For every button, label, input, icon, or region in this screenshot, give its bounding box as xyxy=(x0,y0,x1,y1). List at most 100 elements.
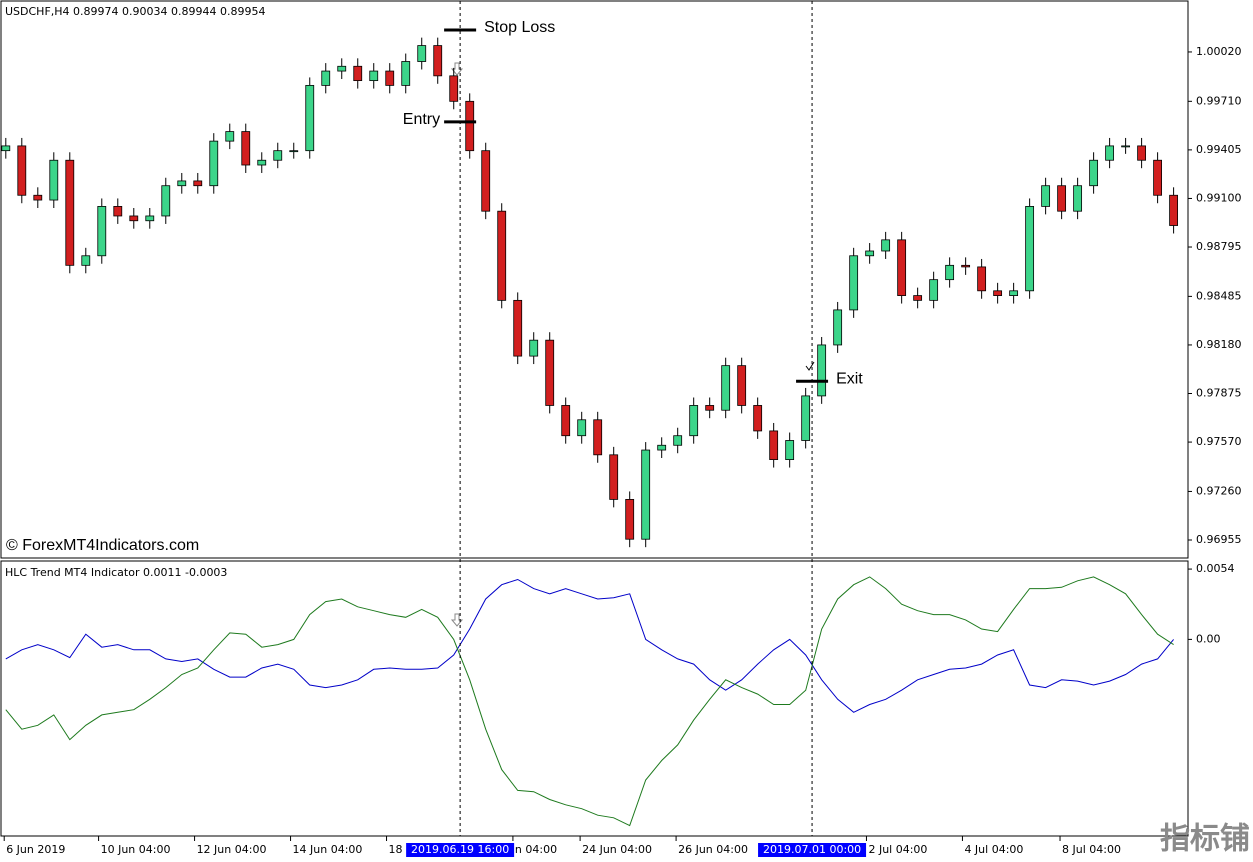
candle-body xyxy=(1105,145,1115,161)
candle-body xyxy=(849,255,859,311)
candle-body xyxy=(113,206,123,217)
candle-body xyxy=(129,215,139,222)
x-tick-label: 24 Jun 04:00 xyxy=(582,843,652,856)
candle-body xyxy=(481,150,491,212)
candle-body xyxy=(641,449,651,540)
level-label: Stop Loss xyxy=(484,19,555,36)
candle-body xyxy=(689,405,699,437)
candle-body xyxy=(561,405,571,437)
candle-body xyxy=(433,45,443,77)
candle-body xyxy=(673,435,683,446)
candle-body xyxy=(801,395,811,441)
candle-body xyxy=(913,295,923,301)
candle-body xyxy=(593,419,603,456)
candle-body xyxy=(65,159,75,266)
candle-body xyxy=(497,210,507,301)
signal-arrow xyxy=(450,62,464,76)
y-tick-label: 0.97570 xyxy=(1196,435,1242,448)
candle-body xyxy=(417,45,427,62)
candle-body xyxy=(193,180,203,187)
candle-body xyxy=(1025,206,1035,292)
candle-body xyxy=(289,150,299,153)
time-marker-label: 2019.06.19 16:00 xyxy=(411,843,509,856)
candle-body xyxy=(545,339,555,406)
candle-body xyxy=(337,65,347,72)
candle-body xyxy=(385,70,395,86)
credit: © ForexMT4Indicators.com xyxy=(6,537,199,554)
candle-body xyxy=(353,65,363,82)
candle-body xyxy=(49,159,59,201)
price-panel xyxy=(0,0,1189,559)
candle-body xyxy=(817,344,827,397)
y-tick-label: 0.98795 xyxy=(1196,240,1242,253)
x-tick-label: n 04:00 xyxy=(515,843,557,856)
y-tick-label: 0.00 xyxy=(1196,632,1221,645)
level-label: Entry xyxy=(403,111,440,128)
candle-body xyxy=(1121,145,1131,148)
time-marker-bg xyxy=(758,843,867,857)
x-tick-label: 10 Jun 04:00 xyxy=(101,843,171,856)
candle-body xyxy=(241,131,251,166)
candle-body xyxy=(929,279,939,301)
candle-body xyxy=(1153,159,1163,196)
indicator-title: HLC Trend MT4 Indicator 0.0011 -0.0003 xyxy=(5,566,227,579)
candle-body xyxy=(209,140,219,187)
candle-body xyxy=(369,70,379,82)
x-tick-label: 6 Jun 2019 xyxy=(6,843,65,856)
candle-body xyxy=(81,255,91,266)
y-tick-label: 0.97875 xyxy=(1196,387,1242,400)
y-tick-label: 0.99405 xyxy=(1196,143,1242,156)
candle-body xyxy=(449,75,459,102)
candle-body xyxy=(625,499,635,540)
y-tick-label: 0.0054 xyxy=(1196,562,1235,575)
candle-body xyxy=(753,405,763,432)
exit-check xyxy=(805,361,815,371)
candle-body xyxy=(513,299,523,357)
time-marker-bg xyxy=(406,843,515,857)
candle-body xyxy=(721,365,731,411)
x-tick-label: 12 Jun 04:00 xyxy=(197,843,267,856)
candle-body xyxy=(225,131,235,142)
chart-title: USDCHF,H4 0.89974 0.90034 0.89944 0.8995… xyxy=(5,5,266,18)
candle-body xyxy=(577,419,587,437)
candle-body xyxy=(97,206,107,257)
candle-body xyxy=(945,264,955,281)
y-tick-label: 0.99100 xyxy=(1196,191,1242,204)
candle-body xyxy=(737,365,747,406)
candle-body xyxy=(529,339,539,357)
candle-body xyxy=(993,290,1003,296)
indicator-line xyxy=(5,576,1174,827)
candle-body xyxy=(881,239,891,252)
y-tick-label: 1.00020 xyxy=(1196,45,1242,58)
y-tick-label: 0.98485 xyxy=(1196,289,1242,302)
candle-body xyxy=(177,180,187,187)
indicator-panel xyxy=(0,560,1189,837)
candle-body xyxy=(465,100,475,152)
candle-body xyxy=(161,185,171,217)
candle-body xyxy=(1057,185,1067,212)
candle-body xyxy=(17,145,27,196)
candle-body xyxy=(865,250,875,257)
candle-body xyxy=(1009,290,1019,296)
x-tick-label: 4 Jul 04:00 xyxy=(964,843,1023,856)
candle-body xyxy=(1137,145,1147,161)
candle-body xyxy=(273,150,283,161)
y-tick-label: 0.97260 xyxy=(1196,484,1242,497)
candle-body xyxy=(609,454,619,500)
level-label: Exit xyxy=(836,370,863,387)
candle-body xyxy=(785,440,795,460)
candle-body xyxy=(1089,159,1099,187)
y-tick-label: 0.99710 xyxy=(1196,94,1242,107)
signal-arrow xyxy=(450,613,464,627)
time-marker-label: 2019.07.01 00:00 xyxy=(763,843,861,856)
x-tick-label: 14 Jun 04:00 xyxy=(293,843,363,856)
candle-body xyxy=(321,70,331,86)
candle-body xyxy=(833,309,843,346)
y-tick-label: 0.98180 xyxy=(1196,338,1242,351)
candle-body xyxy=(961,264,971,268)
candle-body xyxy=(769,430,779,460)
candle-body xyxy=(305,84,315,152)
candle-body xyxy=(705,405,715,411)
candle-body xyxy=(1,145,11,152)
